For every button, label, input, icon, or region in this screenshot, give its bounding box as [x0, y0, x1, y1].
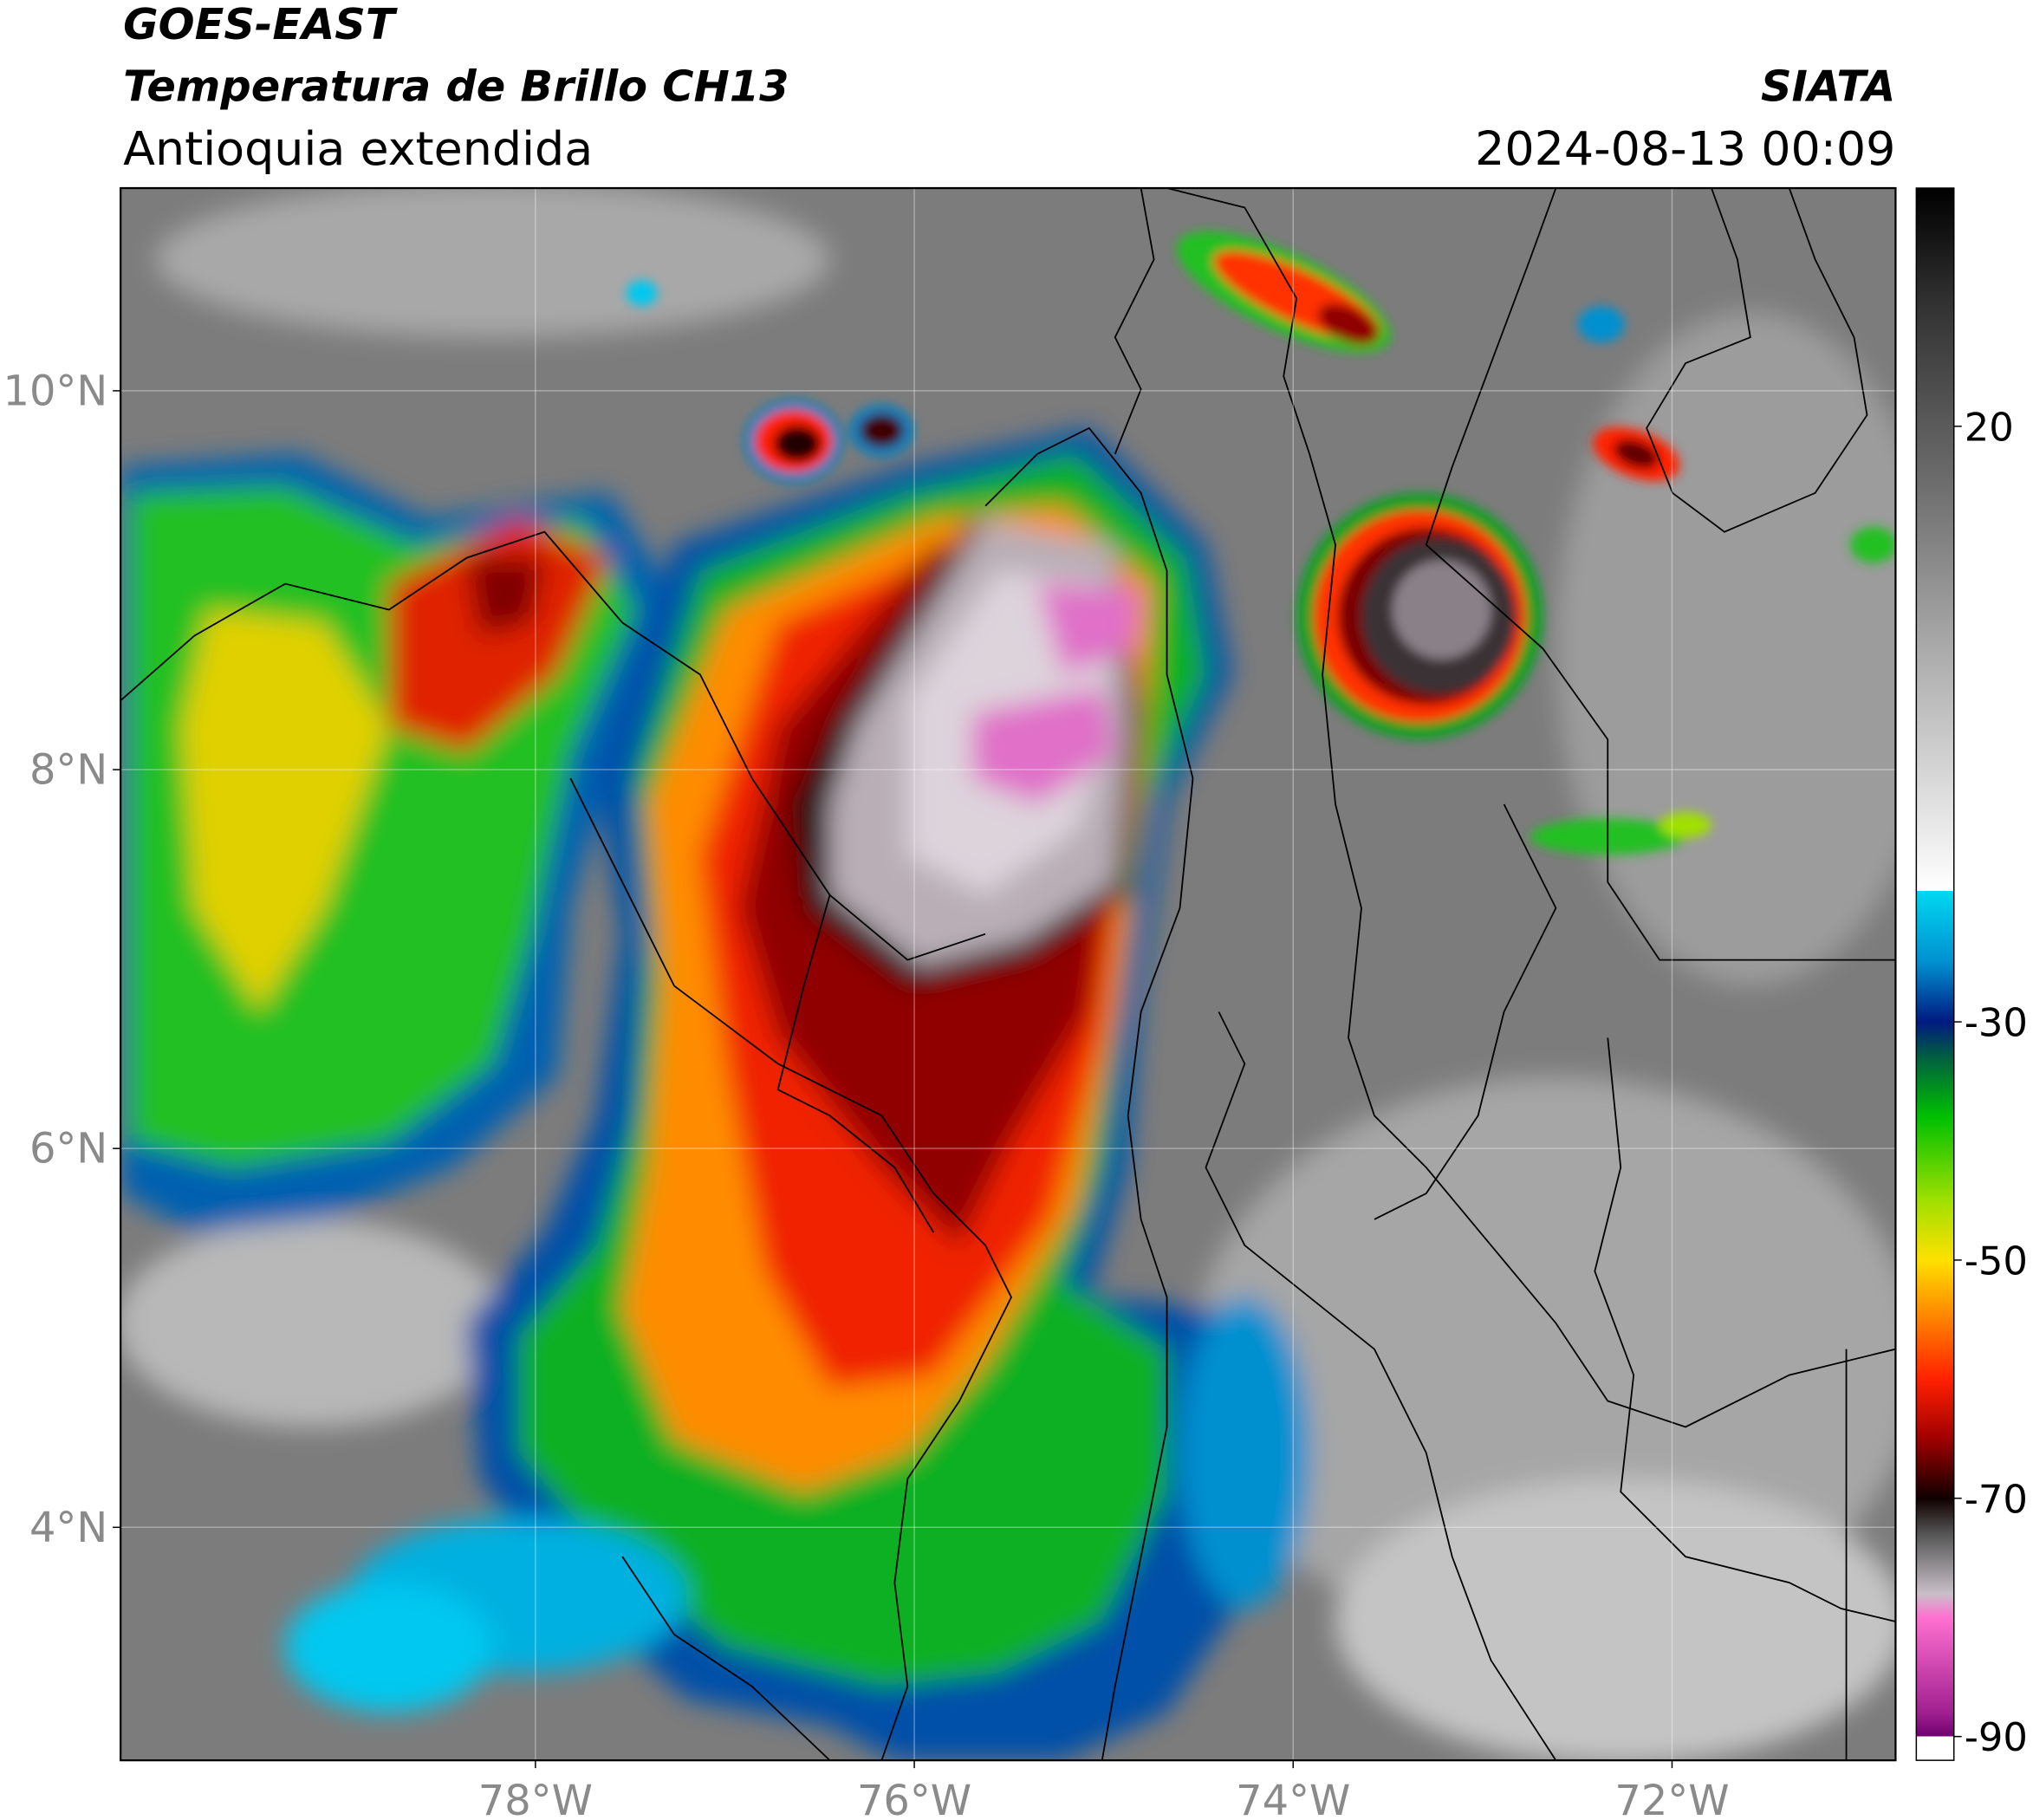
source: SIATA [1761, 62, 1895, 112]
colorbar-tick-label: -30 [1965, 1000, 2028, 1046]
datetime: 2024-08-13 00:09 [1475, 121, 1895, 176]
satellite-image [120, 188, 1896, 1761]
colorbar-tick-label: -70 [1965, 1476, 2028, 1522]
subtitle: Temperatura de Brillo CH13 [123, 62, 789, 112]
colorbar-tick-label: -50 [1965, 1238, 2028, 1284]
map-frame [120, 186, 1897, 1762]
colorbar-tick-label: 20 [1965, 404, 2014, 450]
x-tick-label: 76°W [857, 1778, 971, 1820]
x-tick-label: 72°W [1614, 1778, 1729, 1820]
borders [120, 188, 1896, 1761]
y-tick-label: 10°N [3, 367, 108, 415]
y-tick-label: 4°N [29, 1505, 107, 1552]
x-tick-label: 74°W [1236, 1778, 1350, 1820]
colorbar [1915, 187, 1955, 1761]
x-tick-label: 78°W [478, 1778, 593, 1820]
region: Antioquia extendida [123, 121, 593, 176]
colorbar-tick-label: -90 [1965, 1714, 2028, 1760]
grid-group [120, 188, 1896, 1761]
title: GOES-EAST [123, 0, 398, 49]
y-tick-label: 8°N [29, 746, 107, 794]
y-tick-label: 6°N [29, 1126, 107, 1173]
